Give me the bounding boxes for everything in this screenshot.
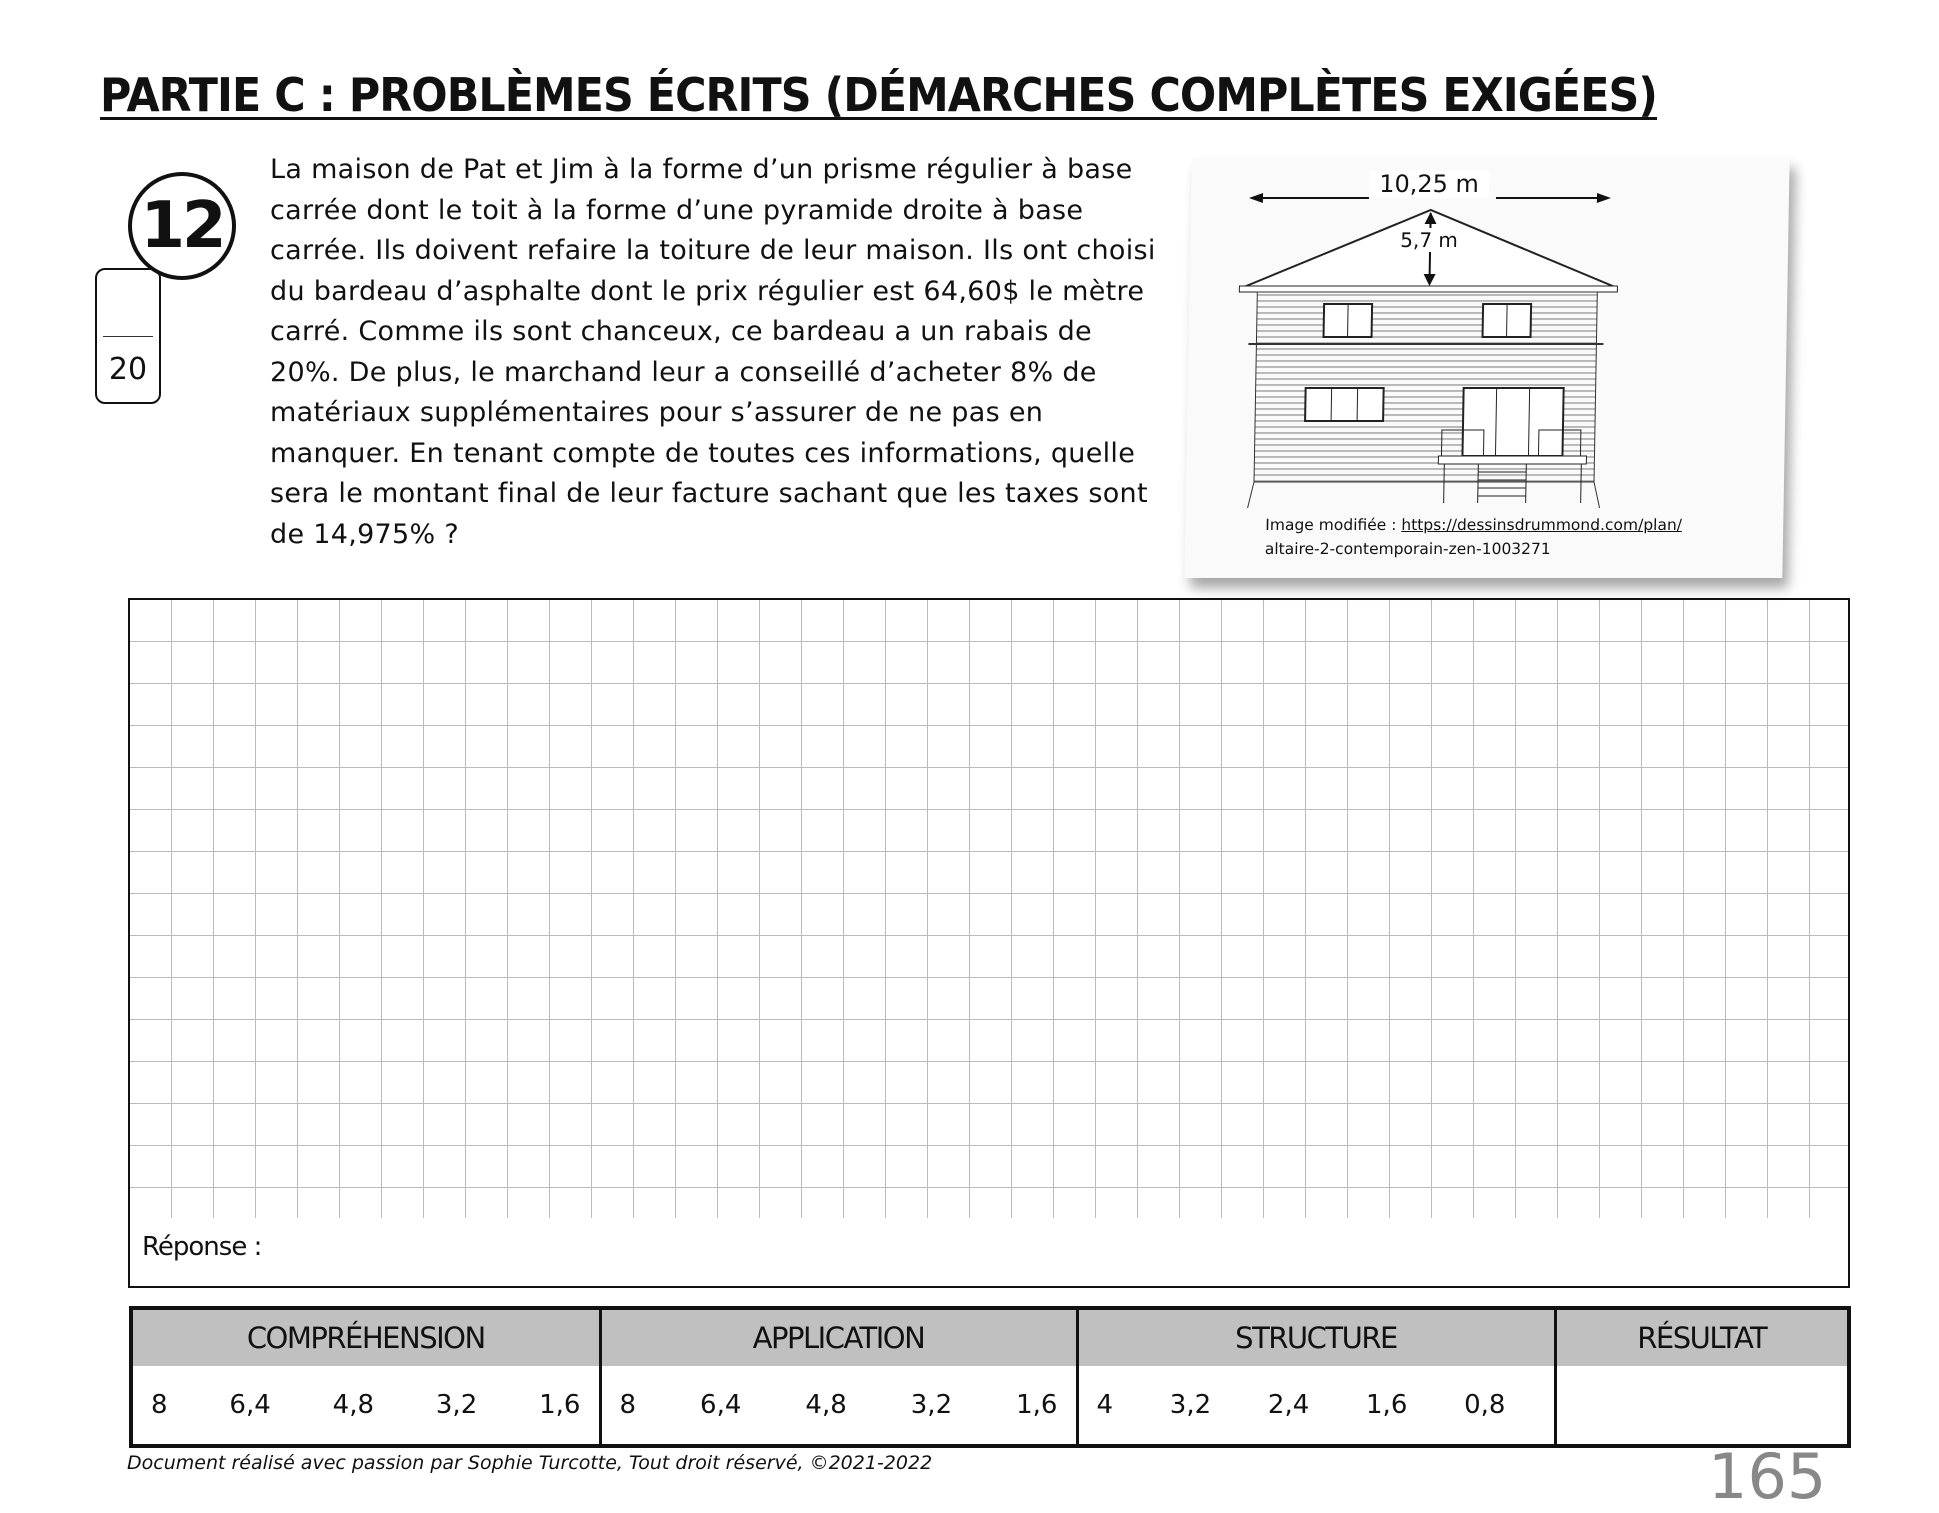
work-grid[interactable]: Réponse : [128, 598, 1850, 1288]
score-option[interactable]: 6,4 [229, 1390, 271, 1420]
section-title: PARTIE C : PROBLÈMES ÉCRITS (DÉMARCHES C… [100, 68, 1658, 122]
rubric-cell-structure[interactable]: 4 3,2 2,4 1,6 0,8 [1075, 1366, 1555, 1446]
house-figure: 10,25 m 5,7 m Image modifiée : https://d… [1184, 158, 1790, 578]
rubric-header-application: APPLICATION [598, 1308, 1077, 1366]
page-number: 165 [1708, 1440, 1827, 1513]
rubric-header-comprehension: COMPRÉHENSION [129, 1308, 600, 1366]
score-option[interactable]: 6,4 [700, 1390, 742, 1420]
score-option[interactable]: 4,8 [332, 1390, 375, 1420]
rubric-header-structure: STRUCTURE [1075, 1308, 1555, 1366]
score-option[interactable]: 3,2 [1169, 1390, 1212, 1420]
score-box: 20 [95, 268, 161, 404]
problem-text: La maison de Pat et Jim à la forme d’un … [270, 154, 1156, 550]
image-credit: Image modifiée : https://dessinsdrummond… [1265, 513, 1683, 561]
score-option[interactable]: 0,8 [1464, 1390, 1506, 1420]
score-option[interactable]: 2,4 [1267, 1390, 1310, 1420]
width-dimension-label: 10,25 m [1368, 170, 1490, 198]
score-option[interactable]: 4 [1096, 1390, 1114, 1420]
height-dimension-label: 5,7 m [1390, 228, 1469, 252]
answer-label: Réponse : [142, 1232, 262, 1262]
rubric-cell-application[interactable]: 8 6,4 4,8 3,2 1,6 [598, 1366, 1077, 1446]
footer-text-after: , Tout droit réservé, ©2021-2022 [616, 1452, 933, 1474]
credit-link[interactable]: https://dessinsdrummond.com/plan/ [1401, 516, 1683, 534]
footer-author: Sophie Turcotte [467, 1452, 617, 1474]
footer-text-before: Document réalisé avec passion par [127, 1452, 468, 1474]
score-option[interactable]: 1,6 [539, 1390, 581, 1420]
question-number: 12 [128, 172, 236, 280]
credit-link-continued: altaire-2-contemporain-zen-1003271 [1264, 540, 1551, 558]
score-option[interactable]: 1,6 [1016, 1390, 1058, 1420]
score-option[interactable]: 8 [619, 1390, 637, 1420]
rubric-cell-comprehension[interactable]: 8 6,4 4,8 3,2 1,6 [129, 1366, 600, 1446]
footer-copyright: Document réalisé avec passion par Sophie… [127, 1452, 932, 1474]
score-option[interactable]: 8 [151, 1390, 168, 1420]
rubric-cell-resultat[interactable] [1553, 1366, 1849, 1446]
score-option[interactable]: 4,8 [805, 1390, 847, 1420]
score-divider [103, 336, 153, 337]
score-max: 20 [108, 352, 148, 387]
score-option[interactable]: 3,2 [435, 1390, 478, 1420]
credit-prefix: Image modifiée : [1265, 516, 1402, 534]
rubric-header-resultat: RÉSULTAT [1553, 1308, 1849, 1366]
score-option[interactable]: 1,6 [1366, 1390, 1408, 1420]
rubric-table: COMPRÉHENSION APPLICATION STRUCTURE RÉSU… [129, 1306, 1851, 1448]
answer-area[interactable]: Réponse : [130, 1218, 1848, 1286]
score-option[interactable]: 3,2 [910, 1390, 953, 1420]
